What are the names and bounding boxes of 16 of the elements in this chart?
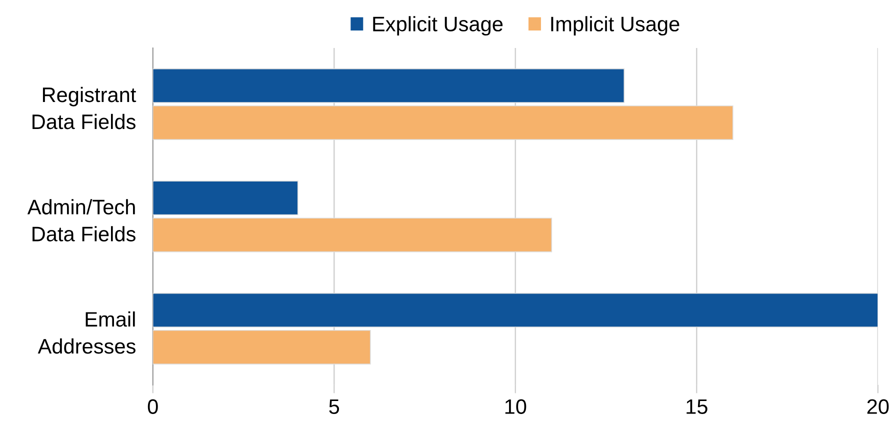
x-tick-label: 0	[148, 399, 158, 414]
bar	[152, 68, 625, 103]
x-tick-label: 10	[505, 399, 526, 414]
legend-label: Explicit Usage	[373, 16, 503, 36]
x-tick-label: 5	[329, 399, 340, 414]
y-tick-label: Email Addresses	[38, 311, 136, 354]
bar	[152, 180, 298, 216]
y-tick-label: Registrant Data Fields	[32, 86, 136, 130]
y-tick-label: Admin/Tech Data Fields	[27, 199, 136, 242]
bar	[152, 330, 371, 364]
bar	[152, 292, 878, 328]
x-tick-label: 20	[867, 399, 889, 414]
legend-label: Implicit Usage	[551, 16, 680, 36]
x-tick-label: 15	[686, 399, 708, 414]
bar	[152, 218, 552, 252]
bar	[152, 105, 734, 140]
